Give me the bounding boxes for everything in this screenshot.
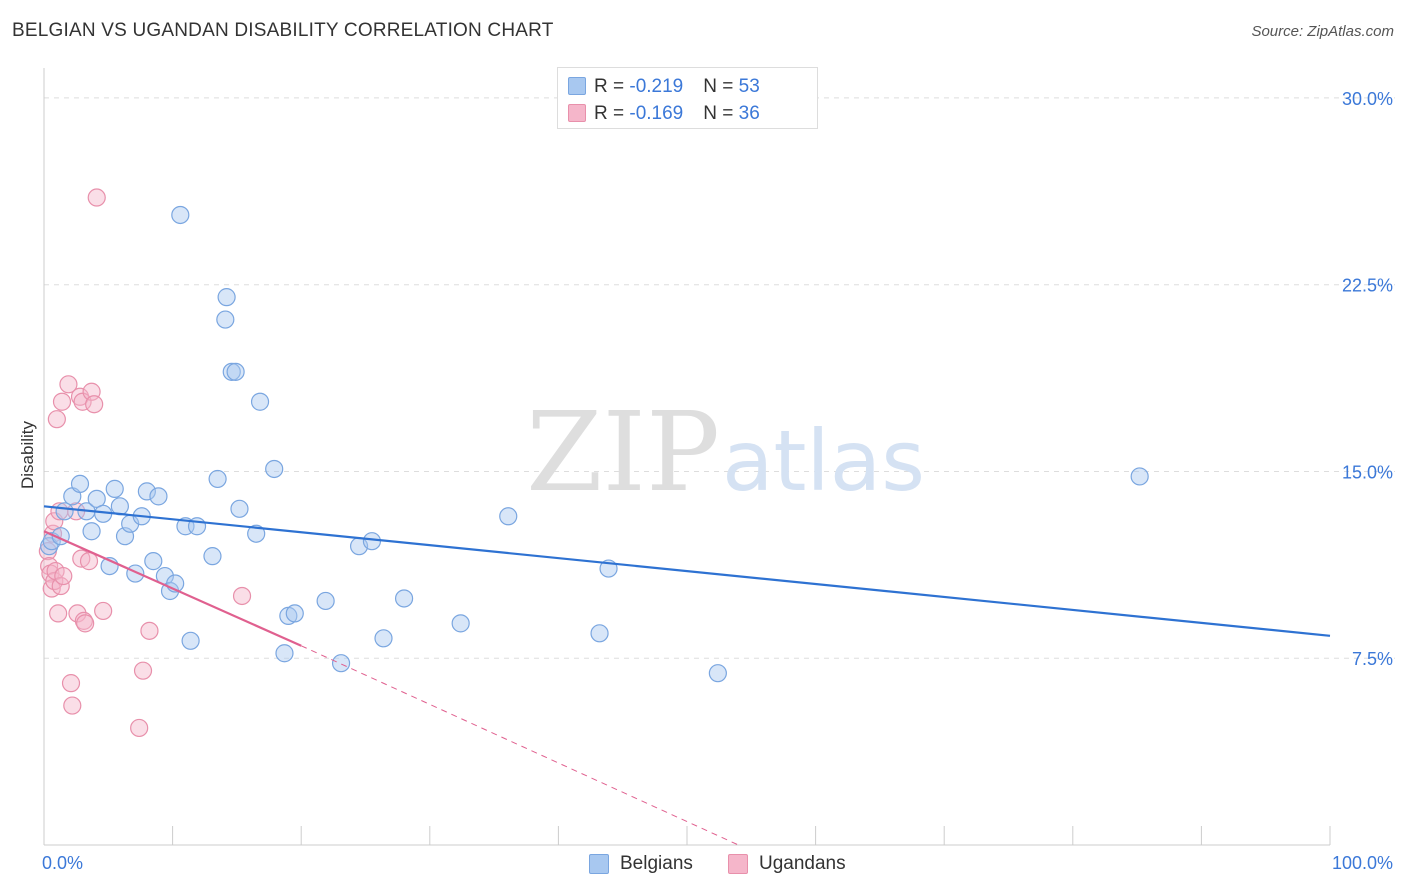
y-tick-label: 30.0% [1342,89,1393,109]
data-point [331,654,351,673]
legend-n-value: 53 [738,76,760,97]
chart-title: BELGIAN VS UGANDAN DISABILITY CORRELATIO… [12,20,554,41]
data-point [451,614,470,633]
data-point [217,288,236,307]
data-point [59,375,78,394]
data-point [394,589,414,608]
data-point [232,586,252,606]
ugandans-trend-extension [300,645,739,846]
ugandans-label: Ugandans [759,853,846,874]
data-point [70,474,90,494]
data-point [61,674,81,693]
data-point [590,624,609,643]
legend-r-label: R = [594,103,630,124]
data-point [73,392,92,411]
data-point [708,664,727,683]
legend-n-label: N = [703,103,739,124]
data-point [40,537,59,556]
belgians-label: Belgians [620,853,693,874]
y-tick-label: 15.0% [1342,462,1393,482]
data-point [275,644,294,663]
legend-swatch-pink [568,104,586,122]
data-point [70,387,90,406]
data-point [208,469,227,489]
belgians-series [40,205,1149,683]
data-point [250,392,270,411]
data-point [54,566,73,586]
ugandans-swatch [728,854,748,874]
data-point [362,532,382,551]
tick-labels: 7.5% 15.0% 22.5% 30.0% 0.0% 100.0% [42,89,1393,873]
axes [43,68,1331,846]
trend-lines [43,505,1331,846]
data-point [82,522,101,541]
ugandans-series [38,188,252,738]
legend-row-belgians: R = -0.219 N = 53 [568,74,760,100]
x-tick-label: 0.0% [42,853,83,873]
legend: R = -0.219 N = 53 R = -0.169 N = 36 [557,67,818,129]
data-point [130,718,149,738]
source-label: Source: ZipAtlas.com [1251,23,1394,40]
data-point [87,188,106,207]
data-point [133,661,153,680]
belgians-swatch [589,854,609,874]
data-point [499,507,518,526]
data-point [247,524,266,543]
data-point [47,410,66,429]
data-point [226,362,245,381]
data-point [1130,467,1149,486]
legend-n-label: N = [703,76,739,97]
legend-r-label: R = [594,76,630,97]
legend-n-value: 36 [738,103,760,124]
ugandans-trend-line [43,530,302,647]
data-point [230,499,249,518]
data-point [216,310,235,329]
data-point [149,487,168,506]
data-point [171,205,190,225]
watermark-zip: ZIP [526,388,720,516]
y-tick-label: 22.5% [1342,276,1393,296]
data-point [105,479,124,498]
data-point [181,631,200,650]
legend-swatch-blue [568,77,586,95]
data-point [85,395,104,414]
data-point [94,601,113,621]
legend-r-value: -0.219 [629,76,684,97]
data-point [316,591,335,611]
bottom-legend-belgians: Belgians [589,851,693,877]
data-point [222,362,241,381]
data-point [285,604,304,623]
data-point [63,696,82,715]
x-tick-label: 100.0% [1332,853,1393,873]
data-point [265,459,284,479]
data-point [79,552,99,571]
belgians-trend-line [43,505,1331,637]
data-point [140,621,159,640]
bottom-legend-ugandans: Ugandans [728,851,846,877]
data-point [87,489,106,508]
data-point [374,629,393,648]
data-point [49,604,68,623]
data-point [68,604,87,623]
legend-r-value: -0.169 [629,103,684,124]
data-point [52,392,72,411]
legend-row-ugandans: R = -0.169 N = 36 [568,101,760,127]
watermark-atlas: atlas [722,412,925,510]
data-point [137,482,156,501]
data-point [144,552,163,571]
data-point [203,547,222,566]
y-tick-label: 7.5% [1352,649,1393,669]
data-point [76,614,95,633]
data-point [55,502,74,521]
